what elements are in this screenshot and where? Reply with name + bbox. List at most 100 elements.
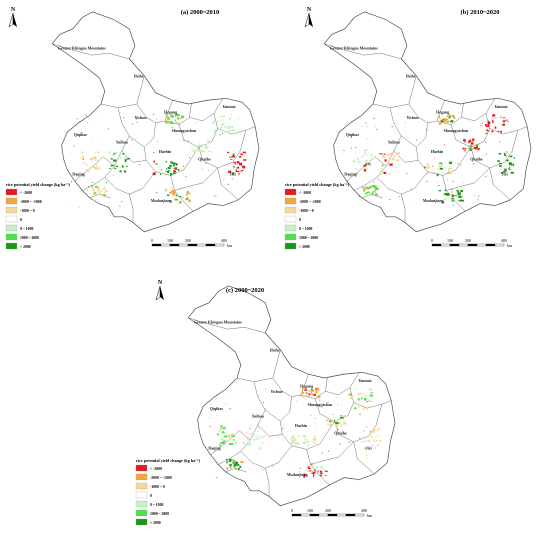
yield-pixel [265, 388, 267, 390]
yield-pixel [363, 189, 366, 192]
yield-pixel [193, 140, 195, 142]
city-label: Yichun [135, 115, 148, 120]
yield-pixel [203, 150, 206, 152]
yield-pixel [291, 435, 295, 438]
yield-pixel [513, 157, 515, 159]
yield-pixel [249, 433, 253, 435]
yield-pixel [367, 191, 370, 193]
yield-pixel [91, 142, 93, 144]
yield-pixel [86, 169, 90, 172]
yield-pixel [368, 163, 372, 166]
yield-pixel [327, 450, 329, 452]
yield-pixel [477, 143, 480, 146]
yield-pixel [433, 157, 435, 159]
yield-pixel [236, 464, 240, 466]
city-label: Daqing [72, 171, 84, 176]
scale-unit: km [507, 243, 513, 248]
yield-pixel [227, 151, 229, 153]
yield-pixel [207, 143, 209, 145]
yield-pixel [350, 147, 352, 149]
yield-pixel [505, 119, 508, 121]
yield-pixel [283, 440, 285, 442]
yield-pixel [512, 163, 515, 167]
yield-pixel [366, 154, 369, 156]
city-label: Greater Khingan Mountains [58, 45, 106, 50]
yield-pixel [371, 445, 375, 446]
yield-pixel [165, 170, 167, 172]
yield-pixel [113, 159, 117, 162]
yield-pixel [107, 128, 109, 130]
yield-pixel [85, 114, 87, 116]
yield-pixel [319, 399, 321, 401]
city-label: Harbin [431, 149, 444, 154]
legend-swatch [5, 188, 18, 196]
yield-pixel [231, 125, 234, 128]
yield-pixel [321, 406, 323, 408]
scale-tick-label: 200 [185, 238, 191, 243]
yield-pixel [183, 140, 185, 142]
yield-pixel [446, 115, 448, 117]
yield-pixel [175, 133, 177, 135]
yield-pixel [90, 135, 92, 137]
yield-pixel [303, 475, 306, 478]
yield-pixel [71, 206, 73, 207]
legend-swatch [135, 482, 148, 490]
north-arrow-icon [8, 12, 14, 28]
yield-pixel [258, 395, 260, 397]
yield-pixel [365, 163, 368, 166]
scale-bar-segment [485, 243, 496, 247]
yield-pixel [455, 141, 457, 143]
yield-pixel [502, 117, 506, 118]
yield-pixel [362, 187, 365, 189]
yield-pixel [303, 395, 308, 397]
scale-tick-label: 200 [465, 238, 471, 243]
yield-pixel [220, 425, 223, 428]
yield-pixel [367, 168, 369, 170]
yield-pixel [165, 205, 167, 207]
yield-pixel [492, 114, 496, 117]
yield-pixel [104, 191, 106, 193]
yield-pixel [481, 122, 483, 124]
yield-pixel [343, 421, 347, 425]
yield-pixel [258, 430, 260, 432]
yield-pixel [307, 396, 309, 398]
yield-pixel [376, 439, 379, 442]
yield-pixel [113, 174, 115, 176]
legend-swatch [284, 188, 297, 196]
yield-pixel [173, 172, 176, 175]
yield-pixel [502, 170, 507, 173]
yield-pixel [257, 430, 259, 433]
yield-pixel [174, 198, 177, 200]
yield-pixel [168, 117, 170, 120]
yield-pixel [369, 394, 373, 397]
yield-pixel [294, 477, 296, 479]
yield-pixel [239, 465, 242, 468]
yield-pixel [197, 150, 201, 152]
yield-pixel [227, 436, 229, 438]
yield-pixel [485, 176, 487, 178]
yield-pixel [196, 169, 198, 170]
yield-pixel [309, 466, 312, 468]
yield-pixel [241, 170, 244, 172]
yield-pixel [234, 466, 236, 467]
city-label: Heihe [270, 348, 280, 353]
yield-pixel [497, 160, 500, 163]
yield-pixel [496, 127, 498, 129]
yield-pixel [97, 159, 99, 161]
yield-pixel [444, 189, 446, 192]
yield-pixel [310, 465, 314, 467]
yield-pixel [369, 429, 372, 433]
yield-pixel [81, 132, 83, 133]
legend-swatch [284, 206, 297, 214]
yield-pixel [483, 155, 485, 157]
yield-pixel [391, 153, 394, 156]
yield-pixel [93, 156, 97, 160]
yield-pixel [124, 160, 126, 164]
yield-pixel [229, 117, 231, 120]
scale-tick-label: 400 [501, 238, 507, 243]
yield-pixel [263, 442, 265, 444]
city-label: Qitaihe [334, 430, 347, 435]
yield-pixel [369, 191, 371, 194]
yield-pixel [246, 388, 248, 390]
yield-pixel [293, 450, 295, 452]
